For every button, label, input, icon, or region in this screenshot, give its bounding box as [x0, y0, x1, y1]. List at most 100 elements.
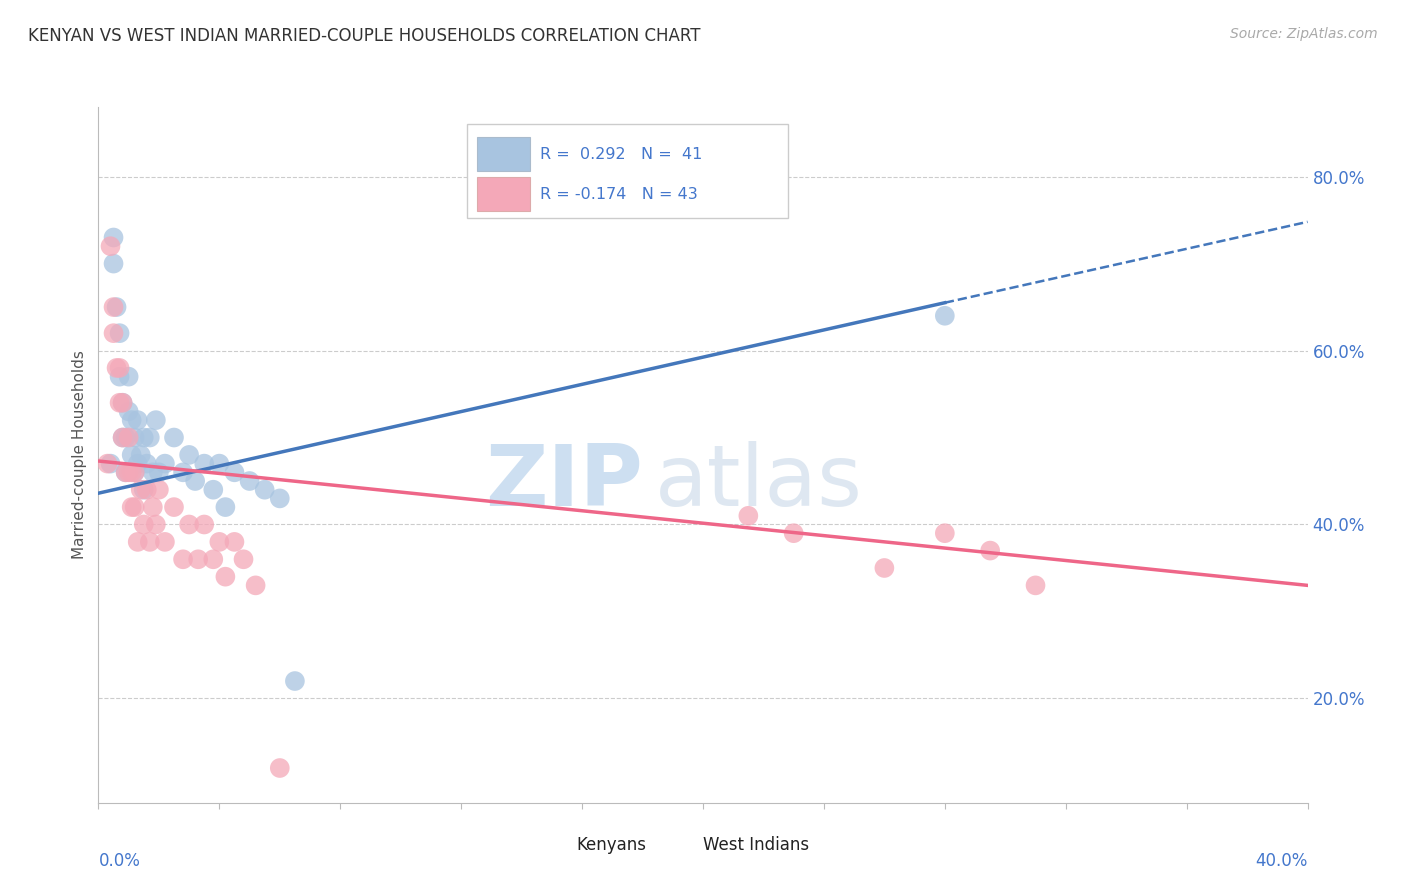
Point: [124, 500, 146, 514]
Point: [105, 361, 128, 376]
Point: [124, 430, 146, 444]
Point: [111, 395, 134, 409]
Text: West Indians: West Indians: [703, 836, 808, 855]
Point: [269, 761, 291, 775]
Text: KENYAN VS WEST INDIAN MARRIED-COUPLE HOUSEHOLDS CORRELATION CHART: KENYAN VS WEST INDIAN MARRIED-COUPLE HOU…: [28, 27, 700, 45]
Point: [129, 448, 152, 462]
Point: [114, 430, 136, 444]
Text: 40.0%: 40.0%: [1256, 852, 1308, 870]
Point: [132, 430, 155, 444]
Text: ZIP: ZIP: [485, 442, 643, 524]
Point: [129, 483, 152, 497]
Text: atlas: atlas: [655, 442, 863, 524]
Point: [934, 309, 956, 323]
Point: [145, 517, 167, 532]
Point: [269, 491, 291, 506]
Point: [177, 448, 201, 462]
Point: [737, 508, 759, 523]
Point: [193, 457, 215, 471]
Point: [145, 413, 167, 427]
Point: [202, 483, 225, 497]
Point: [202, 552, 225, 566]
Point: [121, 413, 143, 427]
Point: [118, 430, 141, 444]
Point: [139, 430, 162, 444]
Point: [118, 369, 141, 384]
Point: [124, 466, 146, 480]
Point: [208, 534, 231, 549]
Point: [108, 369, 131, 384]
Point: [121, 500, 143, 514]
Point: [214, 500, 236, 514]
Point: [121, 466, 143, 480]
Point: [187, 552, 209, 566]
Point: [232, 552, 254, 566]
Point: [132, 517, 155, 532]
Point: [224, 466, 246, 480]
Point: [148, 466, 170, 480]
Point: [103, 257, 125, 271]
Point: [245, 578, 267, 592]
Point: [127, 534, 149, 549]
Point: [184, 474, 207, 488]
Point: [208, 457, 231, 471]
Point: [979, 543, 1001, 558]
Point: [103, 326, 125, 340]
Point: [193, 517, 215, 532]
Point: [172, 552, 194, 566]
Point: [224, 534, 246, 549]
Point: [239, 474, 262, 488]
Point: [153, 534, 176, 549]
Point: [127, 457, 149, 471]
Point: [111, 395, 134, 409]
Point: [105, 300, 128, 314]
Text: Kenyans: Kenyans: [576, 836, 645, 855]
FancyBboxPatch shape: [531, 833, 572, 856]
Point: [103, 230, 125, 244]
Point: [177, 517, 201, 532]
Point: [121, 448, 143, 462]
Text: R =  0.292   N =  41: R = 0.292 N = 41: [540, 147, 702, 161]
Point: [135, 457, 157, 471]
Point: [153, 457, 176, 471]
Point: [1024, 578, 1046, 592]
Point: [103, 300, 125, 314]
Text: R = -0.174   N = 43: R = -0.174 N = 43: [540, 187, 697, 202]
Point: [284, 674, 307, 689]
Point: [253, 483, 276, 497]
Point: [135, 483, 157, 497]
Point: [111, 430, 134, 444]
Point: [127, 413, 149, 427]
Point: [114, 466, 136, 480]
Point: [124, 466, 146, 480]
FancyBboxPatch shape: [658, 833, 699, 856]
Point: [163, 430, 186, 444]
Point: [100, 457, 122, 471]
Point: [172, 466, 194, 480]
Point: [934, 526, 956, 541]
Point: [100, 239, 122, 253]
Point: [118, 404, 141, 418]
Point: [873, 561, 896, 575]
Point: [782, 526, 804, 541]
Point: [111, 430, 134, 444]
FancyBboxPatch shape: [467, 124, 787, 219]
Point: [108, 326, 131, 340]
Point: [139, 534, 162, 549]
Point: [163, 500, 186, 514]
FancyBboxPatch shape: [477, 137, 530, 171]
Point: [214, 570, 236, 584]
Point: [132, 483, 155, 497]
Point: [114, 466, 136, 480]
Text: 0.0%: 0.0%: [98, 852, 141, 870]
Text: Source: ZipAtlas.com: Source: ZipAtlas.com: [1230, 27, 1378, 41]
Point: [142, 466, 165, 480]
Y-axis label: Married-couple Households: Married-couple Households: [72, 351, 87, 559]
Point: [108, 395, 131, 409]
FancyBboxPatch shape: [477, 178, 530, 211]
Point: [118, 466, 141, 480]
Point: [108, 361, 131, 376]
Point: [142, 500, 165, 514]
Point: [148, 483, 170, 497]
Point: [96, 457, 118, 471]
